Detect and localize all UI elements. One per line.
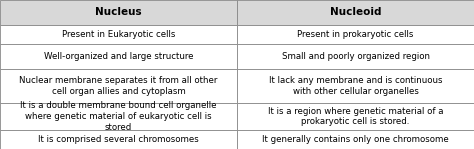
Bar (237, 130, 474, 149)
Bar (0, 103, 237, 130)
Bar (237, 44, 474, 69)
Bar (237, 0, 474, 25)
Bar (237, 69, 474, 103)
Text: It is a region where genetic material of a
prokaryotic cell is stored.: It is a region where genetic material of… (268, 107, 443, 126)
Bar (0, 130, 237, 149)
Bar (237, 103, 474, 130)
Bar (0, 44, 237, 69)
Text: Nucleoid: Nucleoid (330, 7, 381, 17)
Text: Present in Eukaryotic cells: Present in Eukaryotic cells (62, 30, 175, 39)
Text: It is comprised several chromosomes: It is comprised several chromosomes (38, 135, 199, 144)
Text: Nuclear membrane separates it from all other
cell organ allies and cytoplasm: Nuclear membrane separates it from all o… (19, 76, 218, 96)
Bar (0, 0, 237, 25)
Text: It generally contains only one chromosome: It generally contains only one chromosom… (262, 135, 449, 144)
Text: It is a double membrane bound cell organelle
where genetic material of eukaryoti: It is a double membrane bound cell organ… (20, 101, 217, 132)
Text: Nucleus: Nucleus (95, 7, 142, 17)
Text: It lack any membrane and is continuous
with other cellular organelles: It lack any membrane and is continuous w… (269, 76, 442, 96)
Bar (0, 69, 237, 103)
Text: Small and poorly organized region: Small and poorly organized region (282, 52, 429, 61)
Text: Well-organized and large structure: Well-organized and large structure (44, 52, 193, 61)
Text: Present in prokaryotic cells: Present in prokaryotic cells (297, 30, 414, 39)
Bar (0, 25, 237, 44)
Bar (237, 25, 474, 44)
